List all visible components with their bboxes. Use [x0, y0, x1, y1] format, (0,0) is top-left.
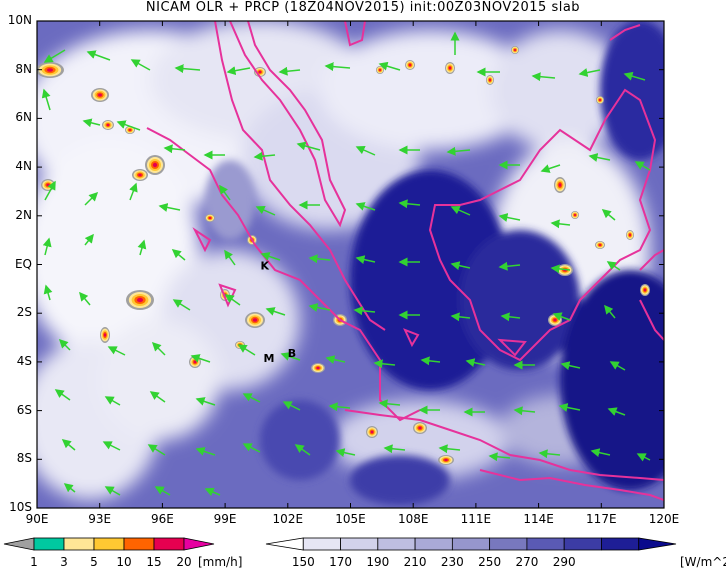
lon-label: 90E	[25, 512, 49, 526]
lat-label: EQ	[14, 256, 32, 271]
lat-label: 6S	[16, 402, 32, 417]
place-label-k: K	[261, 259, 270, 272]
lat-label: 10N	[7, 13, 32, 27]
coastlines	[146, 21, 664, 501]
colorbar-tick-label: 10	[116, 555, 132, 569]
colorbar-tick-label: 15	[146, 555, 162, 569]
precip-unit: [mm/h]	[198, 555, 243, 569]
place-label-m: M	[264, 352, 275, 365]
colorbar-tick-label: 190	[366, 555, 390, 569]
wind-vectors	[41, 31, 651, 497]
lon-label: 102E	[272, 512, 304, 526]
colorbar-tick-label: 270	[515, 555, 539, 569]
colorbar-tick-label: 3	[60, 555, 68, 569]
place-label-b: B	[288, 347, 296, 360]
colorbar-tick-label: 210	[403, 555, 427, 569]
colorbar-tick-label: 230	[440, 555, 464, 569]
axis-ticks	[36, 20, 665, 509]
lat-label: 8S	[16, 451, 32, 466]
figure-title: NICAM OLR + PRCP (18Z04NOV2015) init:00Z…	[145, 0, 581, 15]
colorbar-tick-label: 290	[552, 555, 576, 569]
lat-label: 6N	[15, 110, 32, 125]
lon-label: 114E	[523, 512, 554, 526]
lat-label: 8N	[15, 61, 32, 76]
colorbar-tick-label: 150	[291, 555, 315, 569]
lon-label: 96E	[150, 512, 174, 526]
lat-label: 10S	[9, 500, 32, 514]
lon-label: 111E	[460, 512, 492, 526]
lat-label: 2S	[16, 305, 32, 320]
colorbar-tick-label: 20	[176, 555, 192, 569]
olr-unit: [W/m^2]	[680, 555, 726, 569]
lon-label: 93E	[88, 512, 112, 526]
colorbar-tick-label: 1	[30, 555, 38, 569]
olr-colorbar	[265, 537, 677, 551]
precip-colorbar	[3, 537, 215, 551]
lon-label: 108E	[397, 512, 429, 526]
lat-label: 2N	[15, 207, 32, 222]
lon-label: 117E	[586, 512, 617, 526]
olr-field	[37, 21, 664, 508]
place-labels: K M B	[261, 259, 297, 365]
lat-label: 4N	[15, 159, 32, 174]
lat-label: 4S	[16, 353, 32, 368]
lon-label: 99E	[213, 512, 237, 526]
colorbar-tick-label: 250	[478, 555, 502, 569]
colorbar-tick-label: 5	[90, 555, 98, 569]
colorbar-tick-label: 170	[329, 555, 352, 569]
lon-label: 120E	[648, 512, 680, 526]
lon-label: 105E	[335, 512, 366, 526]
